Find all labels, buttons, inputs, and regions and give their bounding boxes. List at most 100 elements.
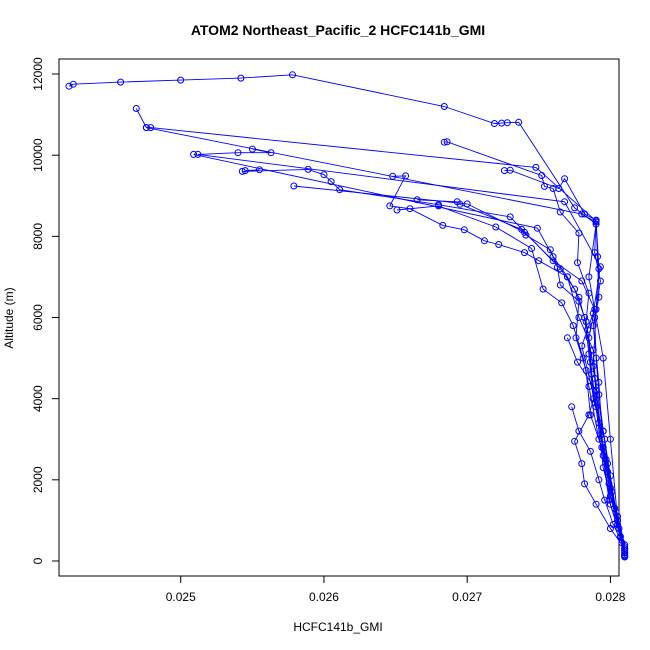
data-point — [621, 553, 629, 561]
series-1 — [65, 71, 629, 557]
data-point — [480, 237, 488, 245]
data-point — [612, 508, 620, 516]
data-point — [256, 166, 263, 174]
data-point — [117, 78, 125, 86]
data-point — [389, 172, 397, 180]
data-point — [533, 224, 541, 232]
data-point — [563, 334, 571, 342]
data-point — [605, 496, 613, 504]
data-point — [599, 354, 607, 362]
data-point — [393, 206, 401, 214]
data-point — [589, 322, 597, 330]
data-point — [595, 435, 603, 443]
data-point — [556, 281, 564, 289]
data-point — [585, 273, 593, 281]
series-line — [566, 337, 626, 550]
y-tick-label: 6000 — [31, 304, 45, 331]
data-point — [495, 241, 503, 248]
data-point — [596, 277, 604, 285]
data-point — [549, 253, 557, 261]
data-point — [522, 231, 530, 239]
data-point — [575, 229, 583, 237]
data-point — [304, 165, 312, 173]
data-point — [234, 149, 242, 157]
data-point — [598, 443, 606, 451]
y-axis-label: Altitude (m) — [2, 287, 16, 348]
y-tick-label: 0 — [31, 557, 45, 564]
data-point — [563, 273, 571, 281]
data-point — [585, 350, 593, 358]
data-point — [582, 318, 590, 326]
series-line — [444, 141, 626, 555]
data-point — [440, 138, 448, 146]
data-point — [439, 221, 447, 229]
data-point — [546, 246, 554, 254]
data-point — [553, 263, 561, 271]
data-point — [591, 314, 599, 321]
data-point — [555, 185, 563, 192]
data-point — [592, 216, 600, 224]
y-tick-label: 2000 — [31, 466, 45, 493]
data-point — [578, 460, 586, 468]
y-axis: 0 2000 4000 6000 8000 10000 12000 — [31, 57, 60, 564]
data-point — [574, 358, 581, 366]
data-point — [402, 172, 410, 180]
data-point — [591, 249, 599, 257]
data-point — [575, 297, 583, 305]
data-point — [538, 172, 546, 179]
data-point — [443, 138, 451, 146]
y-tick-label: 4000 — [31, 385, 45, 412]
data-point — [574, 259, 581, 267]
data-point — [575, 293, 583, 301]
x-tick-label: 0.025 — [166, 590, 196, 604]
data-point — [592, 354, 600, 362]
y-tick-label: 8000 — [31, 223, 45, 250]
data-point — [556, 208, 564, 216]
series-line — [417, 199, 626, 557]
data-point — [575, 427, 583, 435]
data-point — [515, 118, 523, 126]
data-point — [289, 71, 296, 79]
data-point — [503, 119, 511, 127]
data-point — [571, 204, 579, 212]
data-point — [579, 354, 587, 362]
data-point — [267, 149, 275, 157]
data-point — [535, 257, 543, 265]
y-tick-label: 12000 — [31, 57, 45, 91]
data-point — [190, 150, 198, 158]
data-point — [320, 171, 328, 179]
data-point — [490, 120, 498, 127]
series-layer — [65, 71, 629, 561]
data-point — [595, 476, 603, 484]
data-point — [561, 198, 569, 206]
data-point — [521, 249, 528, 257]
data-point — [599, 427, 607, 435]
data-point — [592, 500, 600, 508]
x-axis-label: HCFC141b_GMI — [293, 620, 382, 634]
data-point — [568, 403, 576, 411]
data-point — [528, 245, 536, 252]
series-9 — [440, 138, 629, 559]
data-point — [506, 213, 514, 221]
chart-title: ATOM2 Northeast_Pacific_2 HCFC141b_GMI — [191, 22, 485, 38]
data-point — [69, 80, 77, 88]
data-point — [435, 202, 442, 210]
data-point — [571, 285, 579, 293]
data-point — [518, 225, 526, 233]
data-point — [241, 167, 249, 175]
data-point — [585, 383, 593, 390]
data-point — [238, 167, 246, 175]
data-point — [569, 322, 577, 330]
data-point — [585, 289, 593, 297]
data-point — [581, 210, 589, 218]
data-point — [586, 358, 594, 366]
x-tick-label: 0.026 — [309, 590, 339, 604]
data-point — [601, 496, 609, 504]
data-point — [581, 314, 589, 321]
data-point — [581, 480, 589, 488]
data-point — [591, 305, 599, 313]
data-point — [142, 124, 150, 132]
data-point — [290, 182, 298, 190]
